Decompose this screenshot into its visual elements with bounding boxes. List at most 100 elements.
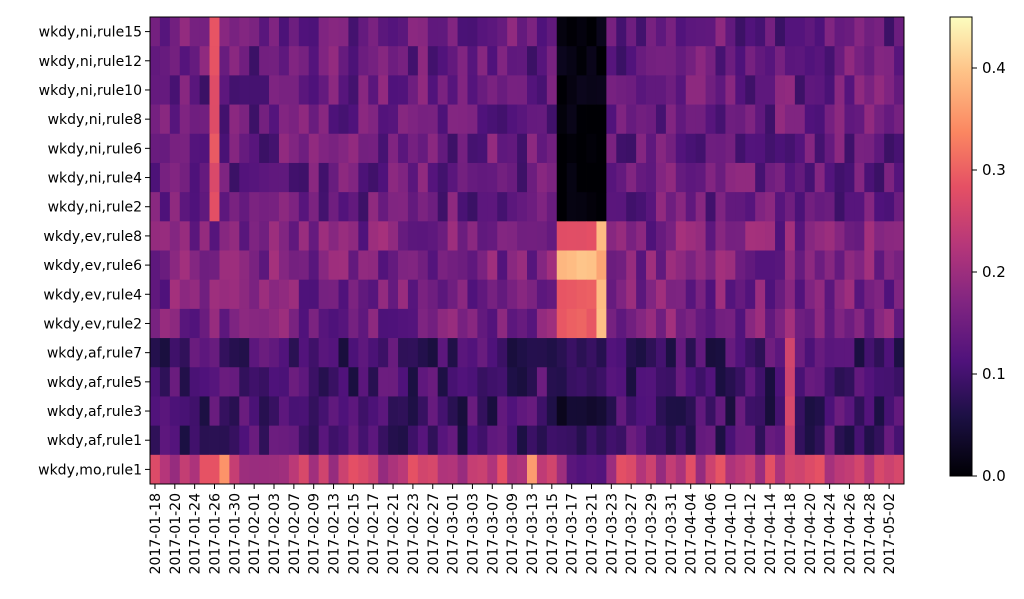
- heatmap-cell: [844, 338, 855, 368]
- heatmap-cell: [150, 338, 161, 368]
- heatmap-cell: [269, 454, 280, 485]
- heatmap-cell: [844, 75, 855, 105]
- heatmap-cell: [407, 454, 419, 485]
- heatmap-cell: [229, 133, 240, 164]
- heatmap-cell: [368, 454, 379, 485]
- heatmap-cell: [844, 46, 855, 76]
- x-tick-label: 2017-01-18: [148, 493, 164, 574]
- heatmap-cell: [229, 46, 240, 76]
- heatmap-cell: [884, 192, 895, 222]
- heatmap-cell: [765, 454, 776, 485]
- heatmap-cell: [239, 46, 250, 76]
- heatmap-cell: [794, 192, 806, 222]
- x-axis: 2017-01-18 2017-01-20 2017-01-24 2017-01-26…: [148, 484, 898, 574]
- heatmap-cell: [378, 104, 389, 135]
- heatmap-cell: [596, 454, 607, 485]
- heatmap-cell: [556, 425, 568, 456]
- heatmap-cell: [814, 75, 826, 105]
- heatmap-cell: [348, 104, 359, 135]
- heatmap-cell: [536, 17, 548, 47]
- heatmap-cell: [636, 221, 647, 251]
- heatmap-cell: [150, 17, 161, 47]
- heatmap-cell: [318, 75, 329, 105]
- heatmap-cell: [735, 367, 746, 397]
- heatmap-cell: [517, 75, 528, 105]
- heatmap-cell: [854, 250, 865, 281]
- heatmap-cell: [288, 396, 300, 427]
- heatmap-cell: [239, 192, 250, 222]
- heatmap-cell: [378, 250, 389, 281]
- heatmap-cell: [368, 308, 379, 339]
- heatmap-cell: [189, 250, 200, 281]
- heatmap-cell: [556, 162, 568, 193]
- heatmap-cell: [725, 367, 736, 397]
- heatmap-cell: [517, 104, 528, 135]
- heatmap-cell: [745, 104, 756, 135]
- heatmap-cell: [328, 367, 339, 397]
- heatmap-cell: [556, 279, 568, 310]
- heatmap-cell: [308, 250, 320, 281]
- heatmap-cell: [398, 104, 409, 135]
- heatmap-cell: [556, 338, 568, 368]
- heatmap-cell: [874, 17, 885, 47]
- heatmap-cell: [308, 454, 320, 485]
- heatmap-cell: [517, 308, 528, 339]
- heatmap-cell: [586, 338, 597, 368]
- heatmap-cell: [546, 367, 558, 397]
- heatmap-cell: [517, 162, 528, 193]
- heatmap-cell: [417, 425, 429, 456]
- y-tick-label: wkdy,ni,rule4: [48, 171, 143, 187]
- heatmap-cell: [189, 367, 200, 397]
- heatmap-cell: [467, 338, 478, 368]
- heatmap-cell: [824, 221, 835, 251]
- heatmap-cell: [239, 367, 250, 397]
- heatmap-cell: [269, 75, 280, 105]
- heatmap-cell: [328, 454, 339, 485]
- heatmap-cell: [150, 162, 161, 193]
- heatmap-cell: [536, 279, 548, 310]
- heatmap-cell: [427, 396, 439, 427]
- heatmap-cell: [318, 308, 329, 339]
- heatmap-cell: [259, 17, 270, 47]
- heatmap-cell: [606, 279, 617, 310]
- heatmap-cell: [536, 396, 548, 427]
- heatmap-cell: [576, 308, 587, 339]
- heatmap-cell: [457, 192, 468, 222]
- heatmap-cell: [665, 192, 677, 222]
- heatmap-cell: [159, 17, 171, 47]
- heatmap-cell: [427, 162, 439, 193]
- heatmap-cell: [864, 454, 875, 485]
- heatmap-cell: [854, 396, 865, 427]
- heatmap-cell: [646, 104, 657, 135]
- heatmap-cell: [824, 454, 835, 485]
- heatmap-cell: [884, 104, 895, 135]
- heatmap-cell: [378, 454, 389, 485]
- heatmap-cell: [854, 162, 865, 193]
- heatmap-cell: [874, 104, 885, 135]
- heatmap-cell: [884, 338, 895, 368]
- heatmap-cell: [348, 250, 359, 281]
- heatmap-cell: [348, 367, 359, 397]
- heatmap-cell: [655, 17, 667, 47]
- heatmap-cell: [239, 279, 250, 310]
- heatmap-cell: [278, 425, 290, 456]
- heatmap-cell: [457, 338, 468, 368]
- heatmap-cell: [626, 338, 637, 368]
- heatmap-cell: [775, 367, 786, 397]
- heatmap-cell: [745, 425, 756, 456]
- heatmap-cell: [864, 250, 875, 281]
- heatmap-cell: [497, 308, 508, 339]
- heatmap-cell: [308, 308, 320, 339]
- heatmap-cell: [665, 279, 677, 310]
- heatmap-cell: [784, 425, 796, 456]
- heatmap-cell: [546, 454, 558, 485]
- heatmap-cell: [745, 279, 756, 310]
- heatmap-cell: [318, 46, 329, 76]
- heatmap-cell: [199, 221, 210, 251]
- heatmap-cell: [784, 338, 796, 368]
- heatmap-cell: [269, 221, 280, 251]
- heatmap-cell: [388, 279, 399, 310]
- heatmap-cell: [487, 279, 498, 310]
- heatmap-cell: [278, 454, 290, 485]
- heatmap-cell: [646, 338, 657, 368]
